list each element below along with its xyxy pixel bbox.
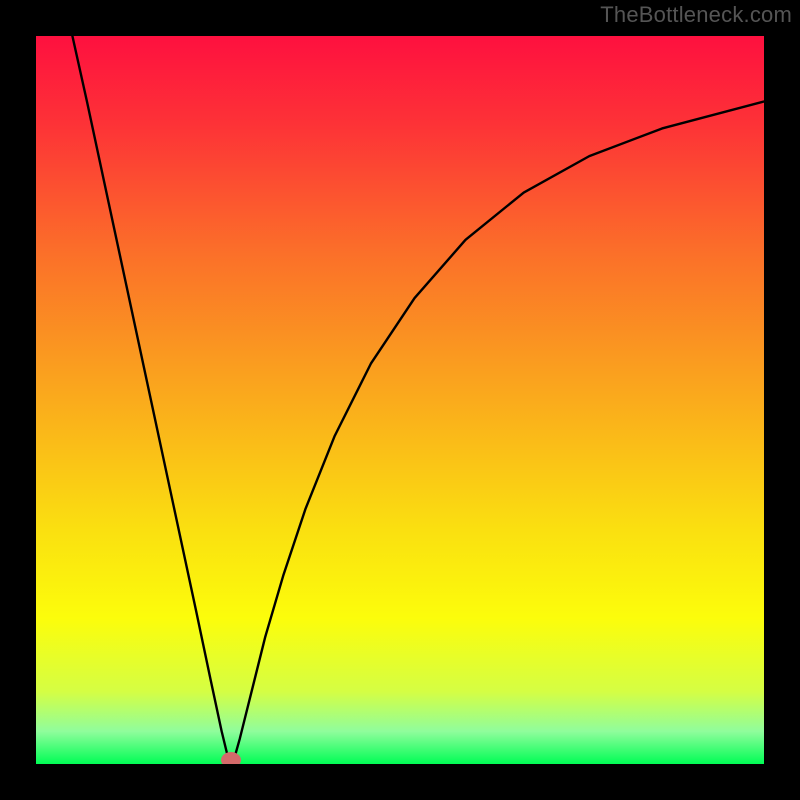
- optimal-point-marker: [221, 752, 241, 768]
- border-right: [764, 0, 800, 800]
- curve-path: [72, 36, 764, 763]
- chart-frame: TheBottleneck.com: [0, 0, 800, 800]
- border-bottom: [0, 764, 800, 800]
- bottleneck-curve: [36, 36, 764, 764]
- plot-area: [36, 36, 764, 764]
- border-left: [0, 0, 36, 800]
- watermark: TheBottleneck.com: [600, 2, 792, 28]
